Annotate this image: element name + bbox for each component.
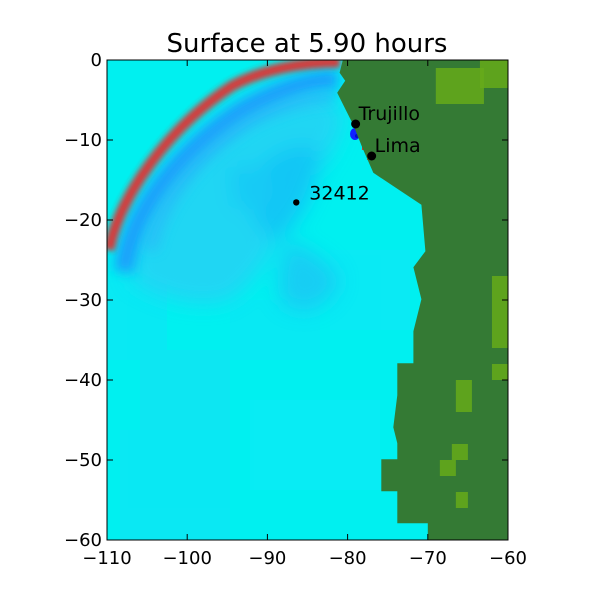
y-axis: 0 −10 −20 −30 −40 −50 −60 xyxy=(64,50,508,551)
map-plot-area xyxy=(107,60,508,540)
highland-patch xyxy=(439,460,456,476)
highland-patch xyxy=(455,380,472,412)
highland-patch xyxy=(479,60,508,88)
location-markers: Trujillo Lima 32412 xyxy=(293,103,421,206)
highland-patch xyxy=(491,364,508,380)
wave-trough-core xyxy=(143,90,337,252)
x-tick-label: −110 xyxy=(82,548,131,569)
location-label: 32412 xyxy=(309,182,369,204)
y-tick-label: −10 xyxy=(64,130,102,151)
highland-patch xyxy=(455,492,468,508)
location-label: Lima xyxy=(375,135,421,157)
wave-crest-band xyxy=(107,60,341,252)
y-tick-label: 0 xyxy=(91,50,102,71)
location-marker xyxy=(351,119,361,129)
highland-patch xyxy=(451,444,468,460)
x-axis: −110 −100 −90 −80 −70 −60 xyxy=(82,60,527,569)
highland-patch xyxy=(491,276,508,348)
y-tick-label: −40 xyxy=(64,370,102,391)
highland-terrain xyxy=(435,60,508,508)
wave-trough-zone xyxy=(130,86,345,311)
location-marker xyxy=(293,199,300,206)
chart-title: Surface at 5.90 hours xyxy=(167,29,448,59)
x-tick-label: −80 xyxy=(329,548,367,569)
x-tick-label: −90 xyxy=(248,548,286,569)
location-label: Trujillo xyxy=(358,103,420,125)
land-mass xyxy=(337,60,508,540)
y-tick-label: −30 xyxy=(64,290,102,311)
x-tick-label: −70 xyxy=(409,548,447,569)
y-tick-label: −20 xyxy=(64,210,102,231)
x-tick-label: −60 xyxy=(489,548,527,569)
highland-patch xyxy=(435,68,484,104)
x-tick-label: −100 xyxy=(162,548,211,569)
y-tick-label: −60 xyxy=(64,530,102,551)
location-marker xyxy=(367,151,377,161)
wave-trough-band xyxy=(114,69,339,274)
y-tick-label: −50 xyxy=(64,450,102,471)
land-polygon xyxy=(337,60,508,540)
